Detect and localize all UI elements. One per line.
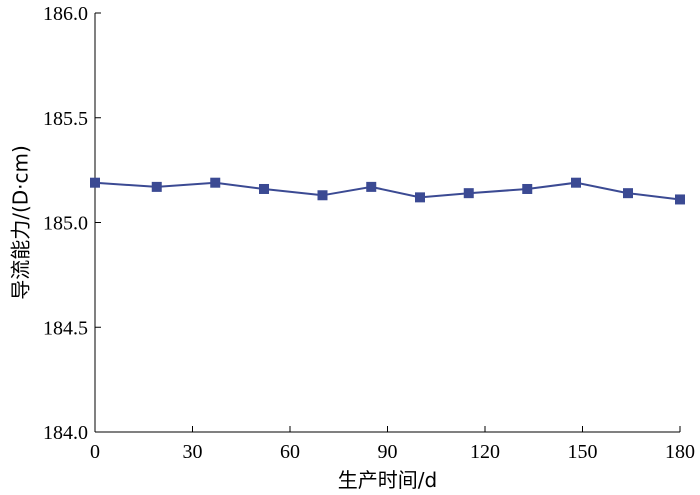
axes [94,13,680,433]
y-axis-title: 导流能力/(D·cm) [9,145,33,300]
data-point-marker [90,177,100,188]
y-tick-label: 184.0 [43,422,88,444]
data-point-marker [415,192,425,203]
x-ticks: 0 30 60 90 120 150 180 [90,426,695,463]
data-point-marker [675,194,685,205]
x-axis-title: 生产时间/d [338,468,437,492]
y-tick-label: 186.0 [43,3,88,25]
data-point-marker [623,188,633,199]
data-point-marker [522,183,533,194]
x-tick-label: 30 [183,441,203,463]
x-tick-label: 180 [665,441,695,463]
data-point-marker [210,177,221,188]
series-line [94,181,681,201]
y-ticks: 184.0 184.5 185.0 185.5 186.0 [43,3,101,444]
data-point-marker [151,181,162,192]
x-tick-label: 90 [378,441,398,463]
x-tick-label: 60 [280,441,300,463]
data-point-marker [259,183,269,194]
data-point-marker [571,177,581,188]
series-group [90,177,685,205]
y-tick-label: 185.0 [43,213,88,235]
data-point-marker [366,181,377,192]
x-tick-label: 0 [90,441,100,463]
y-tick-label: 184.5 [43,317,88,339]
x-tick-label: 150 [568,441,598,463]
data-point-marker [463,188,474,199]
y-tick-label: 185.5 [43,108,88,130]
data-point-marker [317,190,328,201]
x-tick-label: 120 [470,441,500,463]
